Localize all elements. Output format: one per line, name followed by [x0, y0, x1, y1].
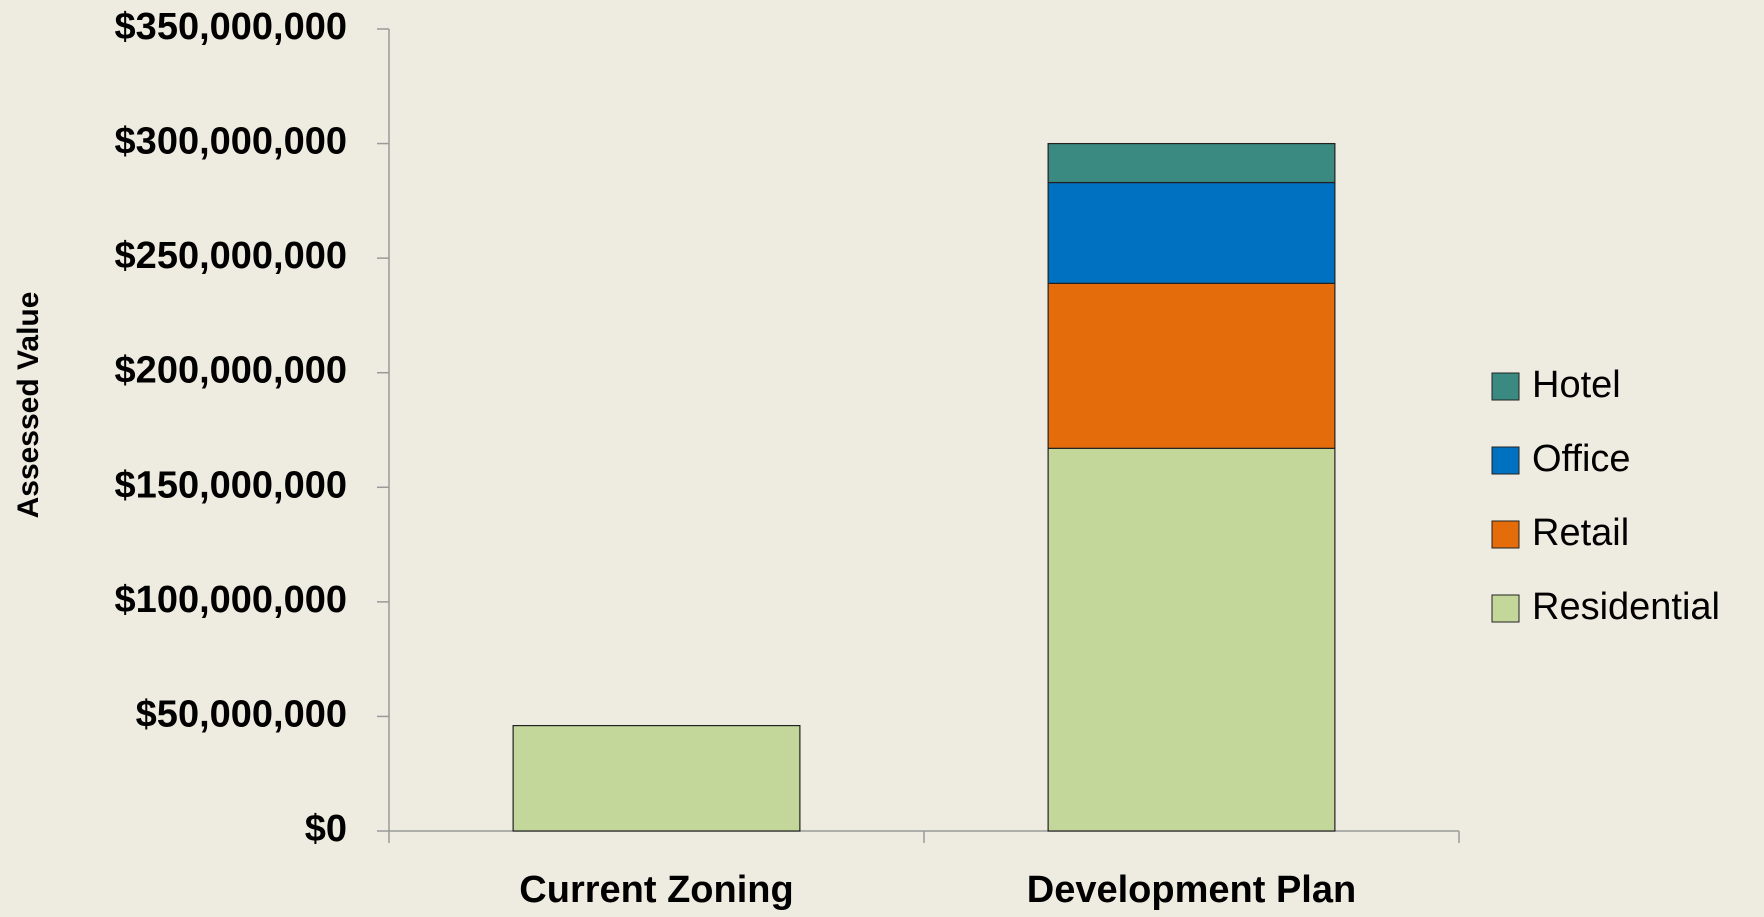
bar-segment	[512, 724, 801, 832]
legend-label: Retail	[1532, 512, 1629, 554]
y-tick-label: $300,000,000	[115, 121, 347, 163]
bar-segment	[1047, 447, 1336, 832]
y-tick-label: $200,000,000	[115, 350, 347, 392]
y-tick-label: $150,000,000	[115, 464, 347, 506]
legend-swatch	[1491, 446, 1520, 475]
x-tick-label: Development Plan	[1027, 869, 1356, 911]
y-tick-label: $50,000,000	[136, 693, 347, 735]
legend-swatch	[1491, 594, 1520, 623]
y-axis-title: Assessed Value	[12, 292, 45, 519]
y-tick-label: $0	[305, 808, 347, 850]
bar-segment	[1047, 181, 1336, 284]
y-tick-label: $350,000,000	[115, 6, 347, 48]
legend-swatch	[1491, 520, 1520, 549]
x-tick-label: Current Zoning	[519, 869, 793, 911]
legend-label: Hotel	[1532, 364, 1621, 406]
legend-label: Residential	[1532, 586, 1720, 628]
y-tick-label: $250,000,000	[115, 235, 347, 277]
bar-segment	[1047, 142, 1336, 184]
legend-swatch	[1491, 372, 1520, 401]
bar-segment	[1047, 282, 1336, 449]
y-tick-label: $100,000,000	[115, 579, 347, 621]
legend-label: Office	[1532, 438, 1631, 480]
